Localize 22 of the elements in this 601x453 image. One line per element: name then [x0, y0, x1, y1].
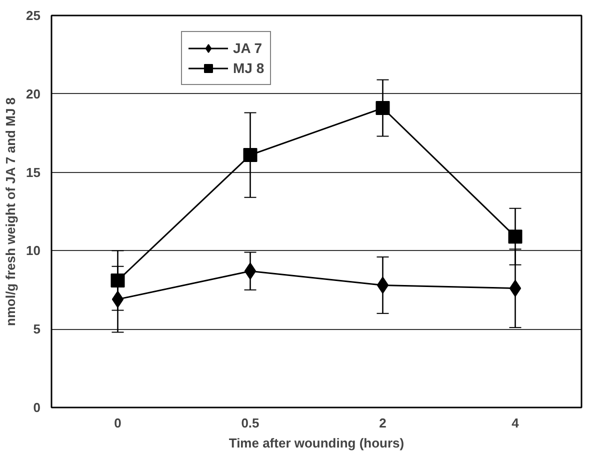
x-tick-label: 2 — [379, 416, 386, 430]
y-tick-label: 25 — [26, 8, 41, 23]
y-tick-label: 15 — [26, 164, 41, 180]
y-tick-label: 0 — [33, 400, 41, 415]
point — [110, 273, 125, 288]
x-tick-label: 4 — [512, 416, 520, 430]
point — [376, 276, 389, 294]
point — [112, 290, 124, 308]
point — [244, 262, 256, 280]
x-tick-label: 0.5 — [241, 416, 260, 430]
x-tick-label: 0 — [114, 416, 122, 430]
legend-label: JA 7 — [233, 40, 262, 56]
x-axis-title: Time after wounding (hours) — [228, 436, 404, 450]
y-tick-label: 10 — [26, 243, 41, 258]
y-axis-title: nmol/g fresh weight of JA 7 and MJ 8 — [3, 97, 18, 326]
y-tick-label: 20 — [26, 86, 41, 102]
legend-label: MJ 8 — [233, 60, 264, 76]
y-tick-label: 5 — [33, 322, 41, 337]
point — [376, 101, 390, 116]
point — [508, 230, 522, 244]
point — [243, 148, 258, 162]
point — [509, 280, 522, 297]
